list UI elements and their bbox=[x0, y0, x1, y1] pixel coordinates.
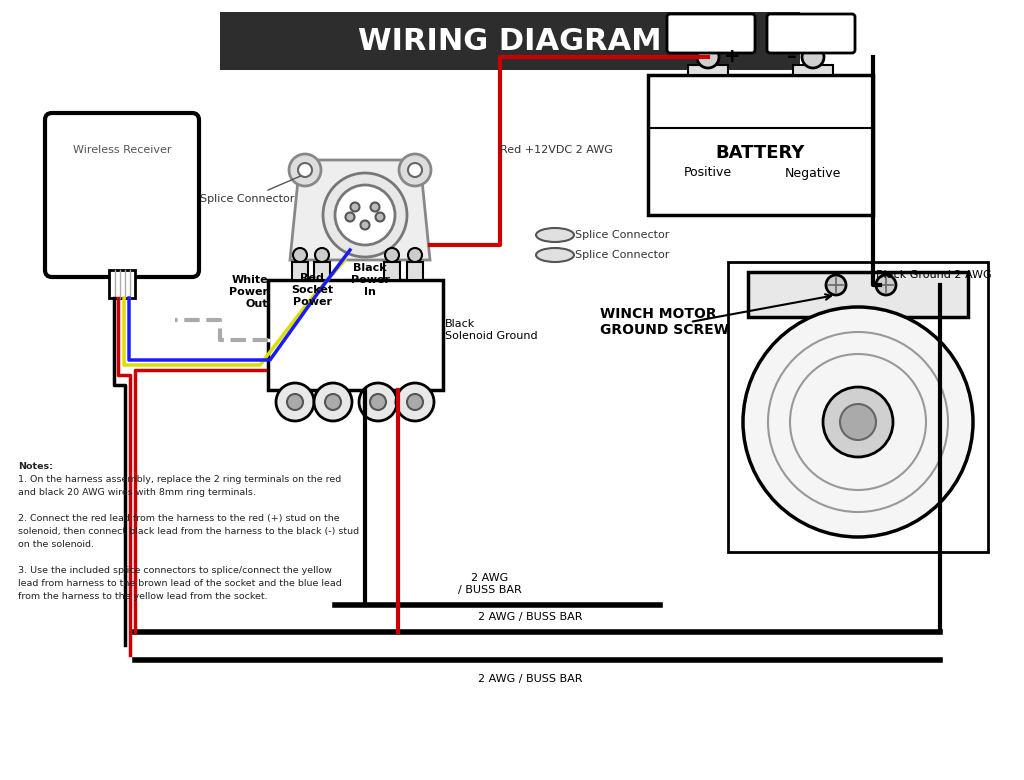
Circle shape bbox=[371, 203, 380, 211]
Text: 2 AWG
/ BUSS BAR: 2 AWG / BUSS BAR bbox=[458, 573, 522, 595]
Text: Splice Connector: Splice Connector bbox=[575, 250, 670, 260]
Circle shape bbox=[876, 275, 896, 295]
Circle shape bbox=[314, 383, 352, 421]
Text: from the harness to the yellow lead from the socket.: from the harness to the yellow lead from… bbox=[18, 592, 267, 601]
Circle shape bbox=[350, 203, 359, 211]
Circle shape bbox=[370, 394, 386, 410]
Circle shape bbox=[407, 394, 423, 410]
Text: and black 20 AWG wires with 8mm ring terminals.: and black 20 AWG wires with 8mm ring ter… bbox=[18, 488, 256, 497]
Text: Positive: Positive bbox=[684, 166, 732, 179]
FancyBboxPatch shape bbox=[220, 12, 800, 70]
Text: lead from harness to the brown lead of the socket and the blue lead: lead from harness to the brown lead of t… bbox=[18, 579, 342, 588]
Text: Black
Solenoid Ground: Black Solenoid Ground bbox=[445, 319, 538, 341]
Text: solenoid, then connect black lead from the harness to the black (-) stud: solenoid, then connect black lead from t… bbox=[18, 527, 359, 536]
Circle shape bbox=[323, 173, 407, 257]
Circle shape bbox=[408, 163, 422, 177]
Circle shape bbox=[743, 307, 973, 537]
Text: BATTERY: BATTERY bbox=[716, 144, 805, 162]
Bar bbox=[648, 75, 873, 215]
Bar bbox=[748, 272, 968, 317]
Text: +: + bbox=[724, 48, 740, 66]
Text: Red +12VDC 2 AWG: Red +12VDC 2 AWG bbox=[500, 145, 613, 155]
Circle shape bbox=[298, 163, 312, 177]
Circle shape bbox=[325, 394, 341, 410]
Bar bbox=[384, 262, 400, 280]
Circle shape bbox=[823, 387, 893, 457]
Text: 2 AWG / BUSS BAR: 2 AWG / BUSS BAR bbox=[478, 674, 583, 684]
Text: WINCH MOTOR
GROUND SCREW: WINCH MOTOR GROUND SCREW bbox=[600, 307, 729, 337]
Circle shape bbox=[697, 46, 719, 68]
Text: 2 AWG / BUSS BAR: 2 AWG / BUSS BAR bbox=[478, 612, 583, 622]
Text: Red
Socket
Power: Red Socket Power bbox=[291, 274, 333, 307]
Circle shape bbox=[359, 383, 397, 421]
Text: Black
Power
In: Black Power In bbox=[350, 264, 389, 296]
Bar bbox=[292, 262, 308, 280]
Circle shape bbox=[396, 383, 434, 421]
Circle shape bbox=[345, 212, 354, 222]
Circle shape bbox=[287, 394, 303, 410]
Circle shape bbox=[840, 404, 876, 440]
Circle shape bbox=[826, 275, 846, 295]
Circle shape bbox=[408, 248, 422, 262]
Circle shape bbox=[289, 154, 321, 186]
Bar bbox=[314, 262, 330, 280]
Bar bbox=[688, 65, 728, 75]
Text: WIRING DIAGRAM: WIRING DIAGRAM bbox=[358, 27, 662, 55]
Bar bbox=[793, 65, 833, 75]
Text: Negative: Negative bbox=[784, 166, 841, 179]
Text: Notes:: Notes: bbox=[18, 462, 53, 471]
Circle shape bbox=[360, 221, 370, 229]
Text: 1. On the harness assembly, replace the 2 ring terminals on the red: 1. On the harness assembly, replace the … bbox=[18, 475, 341, 484]
Circle shape bbox=[376, 212, 384, 222]
Text: 2. Connect the red lead from the harness to the red (+) stud on the: 2. Connect the red lead from the harness… bbox=[18, 514, 340, 523]
Text: –: – bbox=[787, 48, 797, 66]
Circle shape bbox=[802, 46, 824, 68]
Text: on the solenoid.: on the solenoid. bbox=[18, 540, 94, 549]
FancyBboxPatch shape bbox=[767, 14, 855, 53]
Bar bbox=[109, 270, 135, 298]
Bar bbox=[407, 262, 423, 280]
Polygon shape bbox=[290, 160, 430, 260]
Circle shape bbox=[293, 248, 307, 262]
Text: Wireless Receiver: Wireless Receiver bbox=[73, 145, 171, 155]
Circle shape bbox=[399, 154, 431, 186]
Circle shape bbox=[276, 383, 314, 421]
Circle shape bbox=[335, 185, 395, 245]
Text: Splice Connector: Splice Connector bbox=[200, 176, 300, 204]
Bar bbox=[728, 262, 988, 552]
FancyBboxPatch shape bbox=[45, 113, 199, 277]
Ellipse shape bbox=[536, 228, 574, 242]
Text: Splice Connector: Splice Connector bbox=[575, 230, 670, 240]
Text: Black Ground 2 AWG: Black Ground 2 AWG bbox=[876, 270, 991, 280]
Circle shape bbox=[385, 248, 399, 262]
Bar bbox=[268, 280, 443, 390]
Ellipse shape bbox=[536, 248, 574, 262]
Circle shape bbox=[315, 248, 329, 262]
FancyBboxPatch shape bbox=[667, 14, 755, 53]
Text: 3. Use the included splice connectors to splice/connect the yellow: 3. Use the included splice connectors to… bbox=[18, 566, 332, 575]
Text: White
Power
Out: White Power Out bbox=[229, 275, 268, 309]
